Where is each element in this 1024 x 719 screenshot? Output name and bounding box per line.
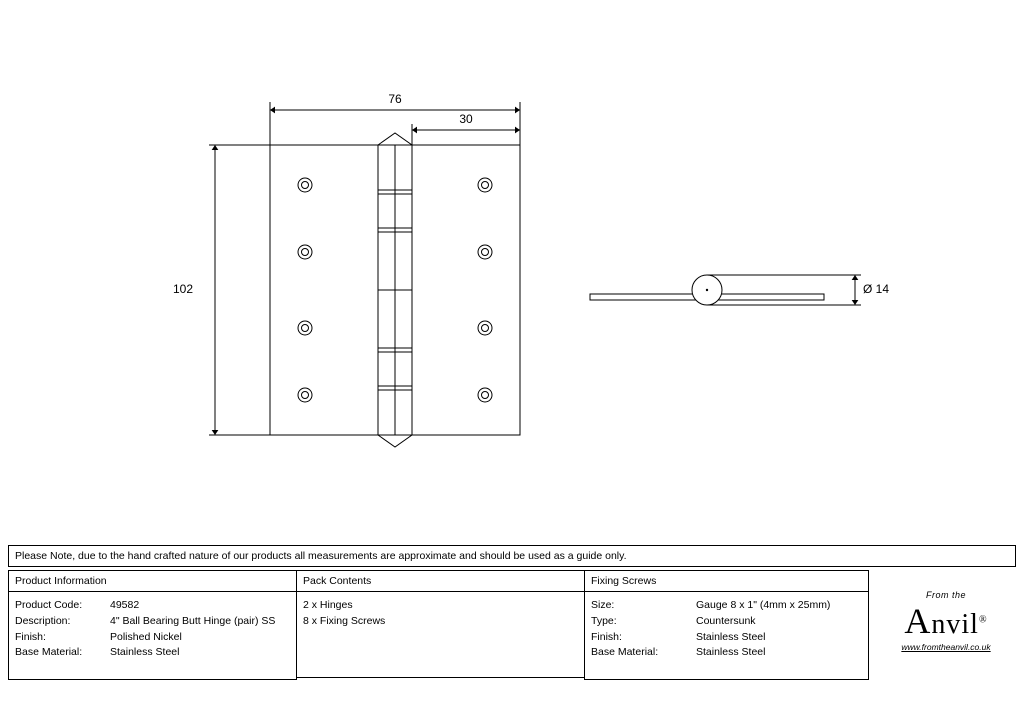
info-value: Stainless Steel: [696, 630, 765, 646]
info-label: Finish:: [15, 630, 110, 646]
svg-text:76: 76: [388, 92, 402, 106]
info-value: Stainless Steel: [110, 645, 179, 661]
pack-item: 8 x Fixing Screws: [303, 614, 578, 630]
fixing-screws-header: Fixing Screws: [585, 570, 868, 592]
info-label: Base Material:: [15, 645, 110, 661]
note-text: Please Note, due to the hand crafted nat…: [8, 545, 1016, 567]
logo-url: www.fromtheanvil.co.uk: [876, 642, 1016, 652]
pack-item: 2 x Hinges: [303, 598, 578, 614]
pack-contents-header: Pack Contents: [297, 570, 584, 592]
logo-brand: Anvil®: [876, 600, 1016, 642]
info-value: Gauge 8 x 1" (4mm x 25mm): [696, 598, 830, 614]
info-label: Base Material:: [591, 645, 696, 661]
info-label: Size:: [591, 598, 696, 614]
logo-tagline: From the: [876, 590, 1016, 600]
svg-text:Ø 14: Ø 14: [863, 282, 889, 296]
info-value: Stainless Steel: [696, 645, 765, 661]
info-label: Product Code:: [15, 598, 110, 614]
product-info-header: Product Information: [9, 570, 296, 592]
info-value: 4" Ball Bearing Butt Hinge (pair) SS: [110, 614, 275, 630]
fixing-screws-column: Fixing Screws Size:Gauge 8 x 1" (4mm x 2…: [585, 570, 869, 680]
info-value: Countersunk: [696, 614, 756, 630]
pack-contents-column: Pack Contents 2 x Hinges8 x Fixing Screw…: [297, 570, 585, 680]
info-label: Description:: [15, 614, 110, 630]
info-value: Polished Nickel: [110, 630, 182, 646]
svg-text:102: 102: [173, 282, 193, 296]
brand-logo: From the Anvil® www.fromtheanvil.co.uk: [876, 590, 1016, 652]
product-info-column: Product Information Product Code:49582De…: [9, 570, 297, 680]
technical-drawing: 76 30 102 Ø 14: [0, 0, 1024, 540]
svg-text:30: 30: [459, 112, 473, 126]
info-value: 49582: [110, 598, 139, 614]
info-label: Finish:: [591, 630, 696, 646]
info-table: Product Information Product Code:49582De…: [8, 570, 868, 680]
info-label: Type:: [591, 614, 696, 630]
